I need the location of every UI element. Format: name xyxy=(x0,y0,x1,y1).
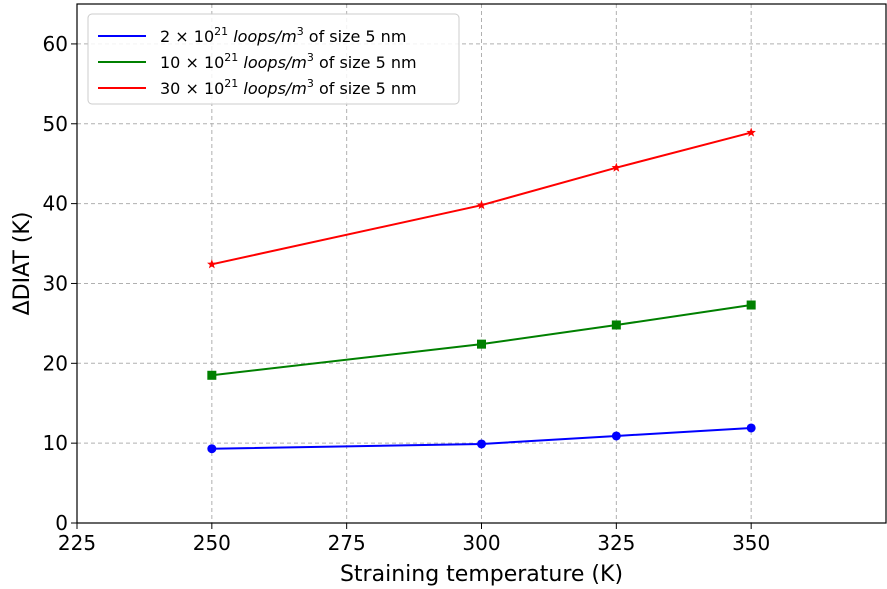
y-tick-label: 10 xyxy=(43,431,68,455)
legend: 2 × 1021 loops/m3 of size 5 nm 10 × 1021 … xyxy=(87,13,460,105)
legend-item: 30 × 1021 loops/m3 of size 5 nm xyxy=(98,77,417,98)
series-2 xyxy=(207,300,756,380)
series-layer xyxy=(207,127,756,454)
data-point xyxy=(611,162,622,172)
y-tick-label: 0 xyxy=(55,511,68,535)
axis-ticks: 225 250 275 300 325 350 0 10 20 30 40 50 60 xyxy=(43,32,771,555)
data-point xyxy=(746,300,756,310)
data-point xyxy=(207,370,217,380)
data-point xyxy=(611,431,621,441)
legend-label: 30 × 1021 loops/m3 of size 5 nm xyxy=(160,77,417,98)
data-point xyxy=(207,444,217,454)
data-point xyxy=(477,439,486,449)
x-tick-label: 300 xyxy=(462,531,500,555)
data-point xyxy=(611,320,621,330)
x-tick-label: 325 xyxy=(597,531,635,555)
x-tick-label: 350 xyxy=(732,531,770,555)
x-tick-label: 225 xyxy=(58,531,96,555)
y-axis-label: ΔDIAT (K) xyxy=(10,212,35,316)
data-point xyxy=(746,127,756,137)
x-axis-label: Straining temperature (K) xyxy=(340,562,623,587)
y-tick-label: 50 xyxy=(43,112,68,136)
series-line xyxy=(211,131,752,266)
legend-item: 2 × 1021 loops/m3 of size 5 nm xyxy=(98,25,406,46)
legend-box xyxy=(87,13,460,105)
y-tick-label: 60 xyxy=(43,32,68,56)
legend-label: 10 × 1021 loops/m3 of size 5 nm xyxy=(160,51,417,72)
y-tick-label: 20 xyxy=(43,351,68,375)
series-line xyxy=(211,304,752,377)
series-line xyxy=(211,426,752,450)
data-point xyxy=(207,259,217,269)
series-1 xyxy=(207,423,756,454)
x-tick-label: 275 xyxy=(328,531,366,555)
series-3 xyxy=(207,127,756,269)
y-tick-label: 30 xyxy=(43,271,68,295)
data-point xyxy=(477,339,486,349)
data-point xyxy=(476,200,487,210)
data-point xyxy=(746,423,756,433)
legend-item: 10 × 1021 loops/m3 of size 5 nm xyxy=(98,51,417,72)
y-tick-label: 40 xyxy=(43,192,68,216)
x-tick-label: 250 xyxy=(193,531,231,555)
legend-label: 2 × 1021 loops/m3 of size 5 nm xyxy=(160,25,406,46)
